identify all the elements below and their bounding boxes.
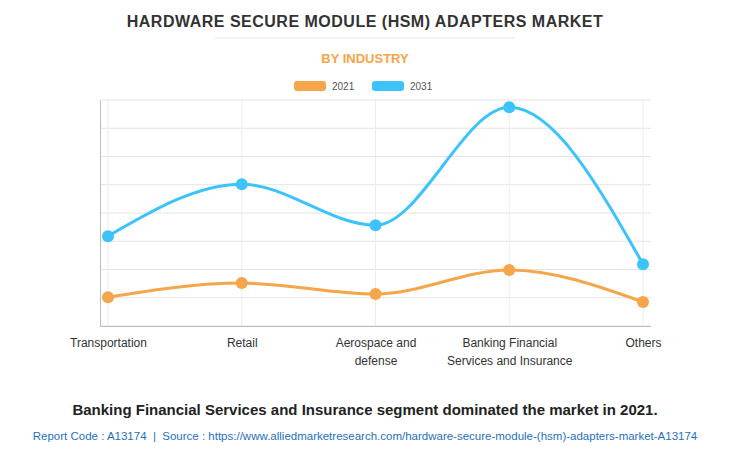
tick-label: Retail (227, 336, 258, 350)
point (503, 101, 515, 113)
legend-item: 2021 (294, 81, 355, 92)
source: Report Code : A13174 | Source : https://… (33, 430, 698, 442)
tick: Retail (227, 326, 258, 350)
point (637, 258, 649, 270)
legend: 2021 2031 (294, 81, 433, 92)
line (108, 107, 643, 264)
marks (102, 101, 649, 308)
legend-swatch (294, 81, 326, 91)
tick: Aerospace anddefense (336, 326, 417, 368)
tick-label: Others (625, 336, 661, 350)
title: HARDWARE SECURE MODULE (HSM) ADAPTERS MA… (127, 13, 604, 30)
tick-label: Banking FinancialServices and Insurance (447, 336, 573, 368)
grid-line-vertical (643, 100, 644, 326)
point (236, 178, 248, 190)
x-axis: Transportation Retail Aerospace anddefense… (70, 326, 661, 368)
axis-line (100, 326, 651, 327)
chart: HARDWARE SECURE MODULE (HSM) ADAPTERS MA… (0, 0, 730, 453)
legend-swatch (372, 81, 404, 91)
point (370, 219, 382, 231)
tick-label: Transportation (70, 336, 147, 350)
grid-line-vertical (509, 100, 510, 326)
caption: Banking Financial Services and Insurance… (72, 401, 657, 418)
point (637, 296, 649, 308)
tick-label: Aerospace anddefense (336, 336, 417, 368)
y-axis (100, 101, 102, 327)
legend-label: 2021 (332, 81, 355, 92)
axis-line (100, 101, 101, 327)
point (370, 288, 382, 300)
point (102, 230, 114, 242)
grid-line-vertical (241, 100, 242, 326)
legend-item: 2031 (372, 81, 433, 92)
point (503, 264, 515, 276)
title-rule (215, 38, 515, 39)
tick: Others (625, 326, 661, 350)
point (102, 291, 114, 303)
tick: Banking FinancialServices and Insurance (447, 326, 573, 368)
subtitle: BY INDUSTRY (321, 51, 409, 66)
tick: Transportation (70, 326, 147, 350)
grid (100, 100, 651, 326)
point (236, 277, 248, 289)
legend-label: 2031 (410, 81, 433, 92)
line (108, 270, 643, 302)
